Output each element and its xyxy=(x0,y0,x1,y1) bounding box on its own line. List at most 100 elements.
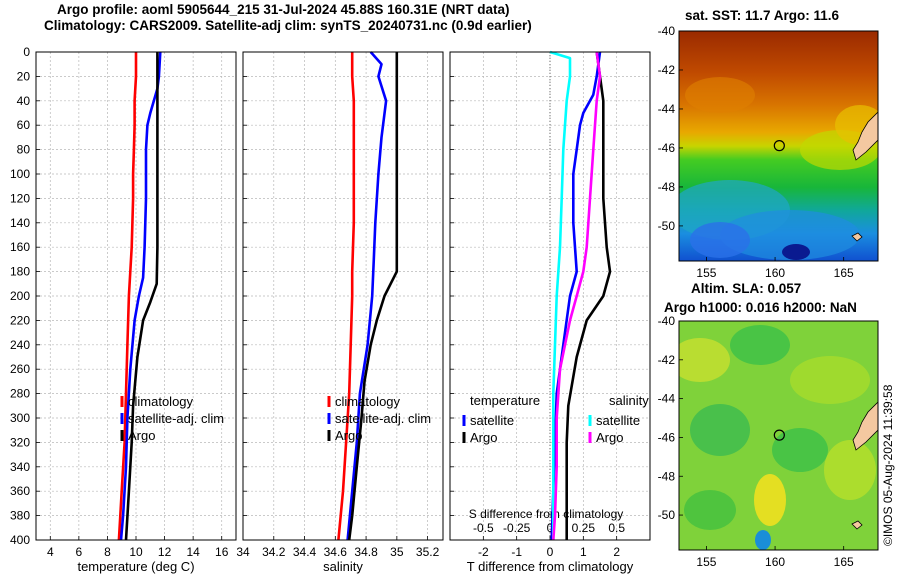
x-tick-label: 35 xyxy=(390,545,404,559)
series-line-argo xyxy=(124,52,159,541)
depth-tick-label: 60 xyxy=(17,118,31,132)
salinity-diff-axis-label: S difference from climatology xyxy=(469,507,624,521)
depth-tick-label: 360 xyxy=(10,484,30,498)
x-axis-label: temperature (deg C) xyxy=(77,559,194,574)
sla-map-frame xyxy=(678,320,879,551)
depth-tick-label: 340 xyxy=(10,460,30,474)
salinity-diff-tick-label: 0.25 xyxy=(572,521,596,535)
sst-map-frame xyxy=(678,30,879,262)
sst-map: 155 160 165 -40 -42 -44 -46 -48 -50 xyxy=(658,24,879,280)
x-tick-label: 34.6 xyxy=(324,545,348,559)
depth-tick-label: 320 xyxy=(10,435,30,449)
depth-tick-label: 20 xyxy=(17,69,31,83)
legend-label: Argo xyxy=(335,428,362,443)
x-tick-label: 34.4 xyxy=(293,545,317,559)
x-tick-label: 12 xyxy=(158,545,172,559)
axes-frame xyxy=(35,51,237,541)
map-y-tick-label: -40 xyxy=(658,24,676,38)
sst-map-axes: 155 160 165 -40 -42 -44 -46 -48 -50 xyxy=(658,24,854,280)
legend-label: satellite xyxy=(470,413,514,428)
map-y-tick-label: -48 xyxy=(658,469,676,483)
map-y-tick-label: -40 xyxy=(658,314,676,328)
x-tick-label: 34 xyxy=(236,545,250,559)
sla-coastline xyxy=(852,401,878,451)
depth-tick-label: 400 xyxy=(10,533,30,547)
x-tick-label: 1 xyxy=(580,545,587,559)
map-y-tick-label: -46 xyxy=(658,141,676,155)
depth-tick-label: 0 xyxy=(23,45,30,59)
map-y-tick-label: -42 xyxy=(658,353,676,367)
map-x-tick-label: 155 xyxy=(696,555,716,569)
depth-tick-label: 160 xyxy=(10,240,30,254)
depth-tick-label: 240 xyxy=(10,338,30,352)
salinity-diff-tick-label: 0 xyxy=(547,521,554,535)
series-line-s-satellite xyxy=(549,50,572,540)
figure-title-line2: Climatology: CARS2009. Satellite-adj cli… xyxy=(44,18,532,33)
x-tick-label: 35.2 xyxy=(416,545,440,559)
sla-map: 155 160 165 -40 -42 -44 -46 -48 -50 xyxy=(658,314,879,569)
depth-tick-label: 140 xyxy=(10,216,30,230)
depth-tick-label: 200 xyxy=(10,289,30,303)
map-y-tick-label: -44 xyxy=(658,392,676,406)
figure-title-line1: Argo profile: aoml 5905644_215 31-Jul-20… xyxy=(57,2,510,17)
x-tick-label: 4 xyxy=(47,545,54,559)
legend-label: climatology xyxy=(335,394,401,409)
depth-tick-label: 280 xyxy=(10,387,30,401)
x-axis-label: salinity xyxy=(323,559,363,574)
x-axis-label: T difference from climatology xyxy=(467,559,634,574)
legend-label: Argo xyxy=(596,430,623,445)
series-line-t-argo xyxy=(565,51,612,540)
depth-tick-label: 380 xyxy=(10,509,30,523)
series-line-satellite-adj-clim xyxy=(346,51,388,541)
sla-map-axes: 155 160 165 -40 -42 -44 -46 -48 -50 xyxy=(658,314,854,569)
series-line-s-argo xyxy=(552,51,602,541)
map-y-tick-label: -50 xyxy=(658,219,676,233)
series-line-satellite-adj-clim xyxy=(119,51,162,541)
legend-title-salinity: salinity xyxy=(609,393,649,408)
series-line-climatology xyxy=(337,52,356,541)
sst-coastline xyxy=(852,111,878,161)
depth-tick-label: 40 xyxy=(17,94,31,108)
depth-tick-label: 120 xyxy=(10,191,30,205)
x-tick-label: 14 xyxy=(186,545,200,559)
x-tick-label: -1 xyxy=(511,545,522,559)
x-tick-label: 34.2 xyxy=(262,545,286,559)
sla-map-title: Altim. SLA: 0.057 xyxy=(691,281,802,296)
sla-map-subtitle: Argo h1000: 0.016 h2000: NaN xyxy=(664,300,857,315)
map-x-tick-label: 160 xyxy=(765,266,785,280)
map-x-tick-label: 165 xyxy=(834,266,854,280)
salinity-profile-plot: 34 34.2 34.4 34.6 34.8 35 35.2 salinity climatol… xyxy=(236,51,444,574)
difference-profile-plot: -2 -1 0 1 2 -0.5 -0.25 0 0.25 0.5S difference fro… xyxy=(449,50,651,574)
legend-label: satellite-adj. clim xyxy=(335,411,431,426)
x-tick-label: 10 xyxy=(129,545,143,559)
depth-tick-label: 260 xyxy=(10,362,30,376)
depth-tick-label: 180 xyxy=(10,265,30,279)
map-y-tick-label: -42 xyxy=(658,63,676,77)
x-tick-label: 0 xyxy=(547,545,554,559)
map-y-tick-label: -50 xyxy=(658,508,676,522)
legend-title-temperature: temperature xyxy=(470,393,540,408)
x-tick-label: 8 xyxy=(104,545,111,559)
legend-label: Argo xyxy=(470,430,497,445)
sla-map-field xyxy=(679,321,878,550)
axes-frame xyxy=(449,51,651,541)
legend-label: satellite xyxy=(596,413,640,428)
x-tick-label: 34.8 xyxy=(354,545,378,559)
map-x-tick-label: 165 xyxy=(834,555,854,569)
x-tick-label: -2 xyxy=(478,545,489,559)
series-line-climatology xyxy=(117,52,138,541)
salinity-diff-tick-label: -0.25 xyxy=(503,521,531,535)
map-x-tick-label: 160 xyxy=(765,555,785,569)
depth-tick-label: 100 xyxy=(10,167,30,181)
sst-argo-position-marker xyxy=(773,140,785,152)
x-tick-label: 16 xyxy=(215,545,229,559)
depth-tick-label: 300 xyxy=(10,411,30,425)
map-y-tick-label: -44 xyxy=(658,102,676,116)
map-y-tick-label: -46 xyxy=(658,430,676,444)
temperature-profile-plot: 0 20 40 60 80 100 120 140 160 180 200 220 240 260 280 3… xyxy=(10,45,237,574)
x-tick-label: 6 xyxy=(76,545,83,559)
axes-frame xyxy=(242,51,444,541)
legend-label: climatology xyxy=(128,394,194,409)
x-tick-label: 2 xyxy=(613,545,620,559)
